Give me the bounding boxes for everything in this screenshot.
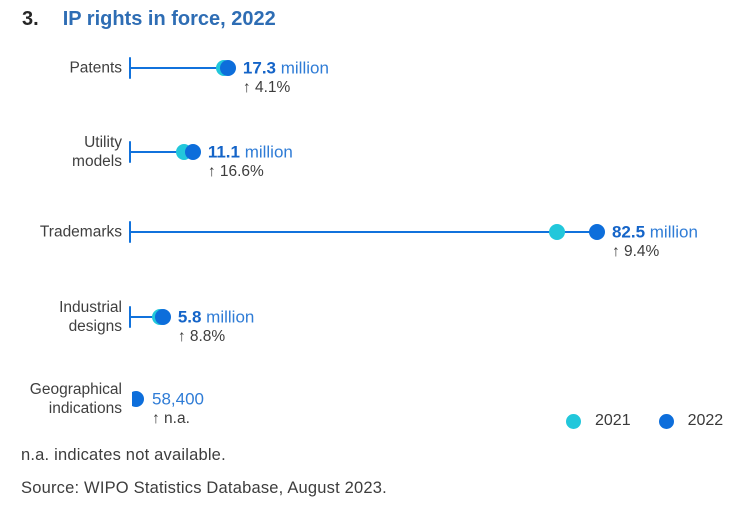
value-label-geographical-indications: 58,400	[152, 391, 204, 408]
connector-line-patents	[130, 66, 228, 70]
value-number: 17.3	[242, 58, 276, 78]
value-number: 11.1	[207, 142, 240, 162]
footnote-source: Source: WIPO Statistics Database, August…	[21, 479, 387, 497]
value-label-industrial-designs: 5.8 million	[178, 309, 255, 326]
value-number: 58,400	[152, 389, 204, 409]
row-label-patents: Patents	[0, 59, 122, 78]
legend-item-2021: 2021	[566, 412, 631, 430]
row-label-line: Geographical	[29, 381, 122, 398]
row-label-trademarks: Trademarks	[0, 223, 122, 242]
row-label-line: Trademarks	[39, 223, 122, 241]
row-label-line: indications	[48, 400, 122, 417]
footnotes: n.a. indicates not available. Source: WI…	[21, 446, 387, 498]
value-unit: million	[276, 58, 329, 78]
value-number: 5.8	[177, 307, 202, 327]
row-label-line: Utility	[84, 134, 122, 151]
legend-label-2021: 2021	[595, 412, 631, 429]
value-label-trademarks: 82.5 million	[612, 224, 698, 241]
change-label-trademarks: ↑ 9.4%	[611, 243, 660, 260]
legend-item-2022: 2022	[658, 412, 724, 430]
figure-title-text: IP rights in force, 2022	[62, 8, 276, 30]
dot-2022-geographical-indications	[132, 391, 144, 407]
legend-dot-2021	[566, 413, 581, 429]
dot-2021-trademarks	[548, 224, 565, 240]
legend-label-2022: 2022	[687, 412, 724, 429]
row-label-industrial-designs: Industrial designs	[0, 298, 122, 336]
dot-2022-patents	[219, 60, 236, 76]
connector-line-utility-models	[130, 150, 193, 154]
dot-2022-industrial-designs	[154, 309, 171, 325]
row-label-line: Industrial	[59, 299, 122, 316]
value-label-utility-models: 11.1 million	[208, 144, 293, 161]
change-label-utility-models: ↑ 16.6%	[207, 163, 264, 180]
dot-2022-trademarks	[588, 224, 605, 240]
value-unit: million	[239, 142, 293, 162]
row-label-line: Patents	[69, 59, 122, 77]
row-label-line: models	[72, 153, 122, 170]
chart-legend: 2021 2022	[566, 412, 723, 430]
value-number: 82.5	[611, 222, 646, 242]
connector-line-industrial-designs	[130, 315, 163, 319]
row-label-line: designs	[68, 318, 122, 335]
legend-dot-2022	[658, 413, 674, 429]
change-label-geographical-indications: ↑ n.a.	[152, 410, 190, 427]
row-label-utility-models: Utility models	[0, 133, 122, 171]
value-unit: million	[201, 307, 255, 327]
value-unit: million	[645, 222, 698, 242]
row-label-geographical-indications: Geographical indications	[0, 380, 122, 418]
figure-number: 3.	[22, 8, 39, 30]
dot-2022-utility-models	[184, 144, 201, 160]
footnote-na: n.a. indicates not available.	[21, 446, 226, 464]
change-label-patents: ↑ 4.1%	[242, 79, 291, 96]
value-label-patents: 17.3 million	[243, 60, 329, 77]
change-label-industrial-designs: ↑ 8.8%	[177, 328, 226, 345]
figure-title: 3. IP rights in force, 2022	[22, 8, 276, 31]
connector-line-trademarks	[130, 230, 597, 234]
